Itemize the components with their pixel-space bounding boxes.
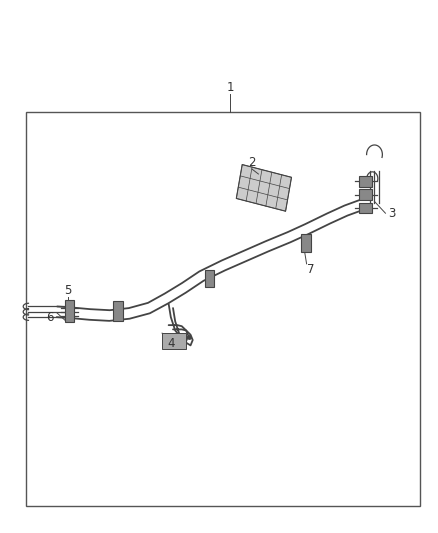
Text: 5: 5 [64,284,71,297]
Bar [359,203,372,213]
Text: 6: 6 [46,311,54,324]
Bar [26,112,420,506]
Text: 4: 4 [167,337,175,350]
Text: 3: 3 [389,207,396,220]
Text: 2: 2 [248,156,256,169]
Bar [65,300,74,322]
Bar [205,270,214,287]
Bar [359,189,372,200]
Bar [113,301,123,321]
Text: 7: 7 [307,263,315,276]
Text: 1: 1 [226,82,234,94]
Bar [301,234,311,252]
Bar [359,176,372,187]
Bar [162,333,186,349]
Polygon shape [236,165,292,211]
